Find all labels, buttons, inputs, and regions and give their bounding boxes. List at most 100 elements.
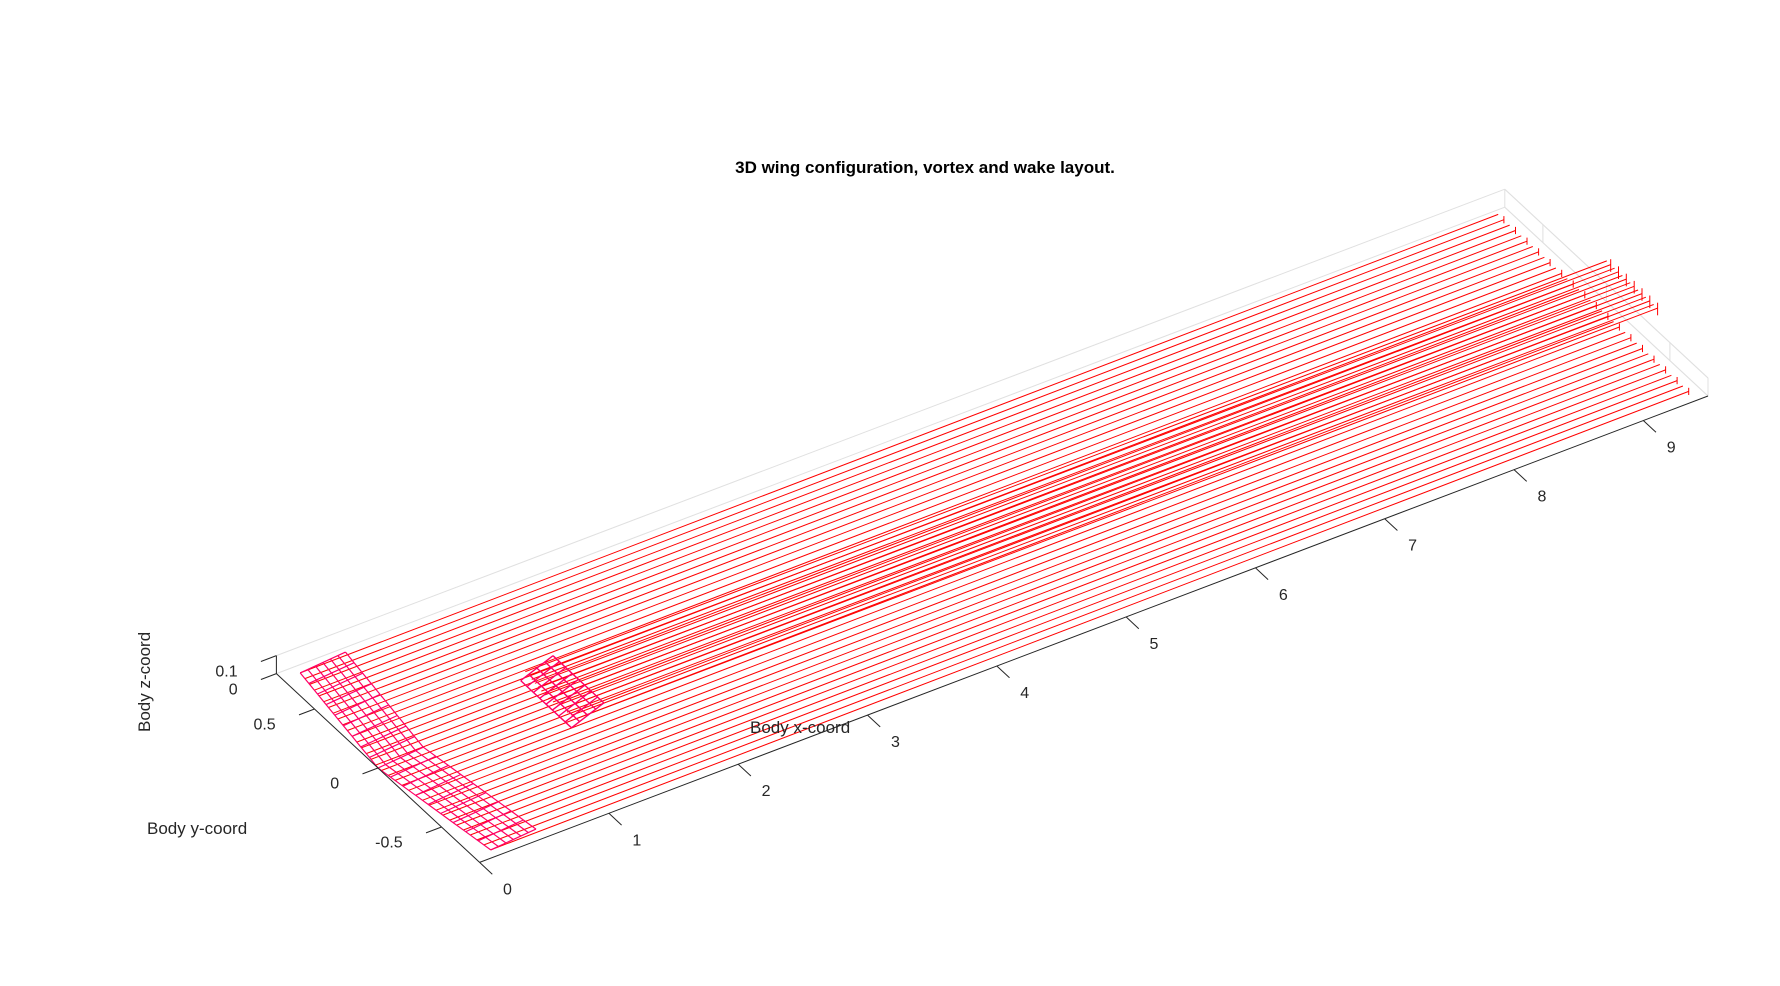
z-tick-label: 0.1 <box>215 663 237 680</box>
wake-line <box>304 219 1505 680</box>
wing-span-line <box>342 725 353 737</box>
wing-span-line <box>427 759 442 770</box>
wake-line <box>541 278 1627 692</box>
wing-span-line <box>510 810 524 821</box>
wing-span-line <box>490 804 504 815</box>
tail-panel-line <box>520 655 554 682</box>
tail-panel-line <box>528 673 581 723</box>
wake-line <box>442 353 1649 816</box>
wing-span-line <box>392 760 406 771</box>
y-tick <box>362 767 379 775</box>
wake-line <box>525 260 1607 673</box>
wing-span-line <box>400 757 414 768</box>
wing-span-line <box>452 777 467 788</box>
wing-span-line <box>359 732 369 744</box>
wing-span-line <box>482 808 497 819</box>
wing-span-line <box>450 793 464 804</box>
wing-span-line <box>402 785 416 796</box>
wing-span-line <box>315 679 326 691</box>
wake-line <box>435 348 1643 811</box>
wing-span-line <box>349 707 359 720</box>
wing-span-line <box>422 791 436 802</box>
wing-span-line <box>415 794 429 805</box>
wing-span-line <box>435 800 449 811</box>
wing-span-line <box>338 669 349 681</box>
wing-span-line <box>435 755 449 766</box>
x-tick <box>1513 469 1528 482</box>
z-tick-label: 0 <box>229 681 238 698</box>
wing-span-line <box>425 775 439 786</box>
wing-span-line <box>365 714 376 727</box>
wing-span-line <box>329 658 340 670</box>
wing-span-line <box>470 799 484 810</box>
grid-line <box>276 206 1505 675</box>
wing-span-line <box>415 750 429 761</box>
wake-line <box>456 364 1660 826</box>
x-tick <box>1255 567 1269 580</box>
wing-span-line <box>414 736 424 748</box>
wing-span-line <box>389 718 399 730</box>
x-axis-line <box>479 395 1709 863</box>
wing-span-line <box>440 768 454 779</box>
wake-line <box>314 230 1516 691</box>
x-tick <box>1642 420 1657 433</box>
wing-span-line <box>445 780 459 791</box>
wing-span-line <box>324 690 335 702</box>
wing-span-line <box>340 697 351 709</box>
grid-line <box>1504 188 1709 379</box>
wing-span-line <box>347 679 357 692</box>
wing-span-line <box>420 762 434 773</box>
wake-lines <box>300 213 1690 851</box>
wing-span-line <box>396 715 407 727</box>
wing-span-line <box>331 672 341 684</box>
wing-span-line <box>467 815 482 826</box>
wake-line <box>309 224 1510 685</box>
wing-span-line <box>379 694 390 706</box>
wake-line <box>571 304 1654 716</box>
wake-line <box>552 289 1639 703</box>
x-tick <box>1125 616 1140 630</box>
wing-span-line <box>381 722 392 734</box>
wing-span-line <box>475 811 489 822</box>
wake-line <box>528 264 1611 676</box>
wing-span-line <box>407 753 422 764</box>
wing-span-line <box>477 795 492 806</box>
wing-span-line <box>465 786 479 797</box>
x-tick-label: 8 <box>1537 489 1546 506</box>
wing-span-line <box>498 801 512 812</box>
wing-span-line <box>354 676 365 688</box>
x-tick-label: 2 <box>762 783 771 800</box>
tail-panel-line <box>536 667 589 716</box>
wing-span-line <box>462 802 477 813</box>
wing-span-line <box>432 771 447 782</box>
wake-line <box>366 289 1580 755</box>
wing-span-line <box>325 704 336 716</box>
wing-span-line <box>442 797 457 808</box>
wake-line <box>566 300 1650 713</box>
wing-span-line <box>417 778 432 789</box>
wing-span-line <box>382 736 393 748</box>
axes-box-grid <box>275 188 1709 675</box>
wake-line <box>333 251 1539 714</box>
wing-span-line <box>374 725 384 737</box>
wake-line <box>361 283 1574 749</box>
z-tick <box>260 673 277 680</box>
x-tick-label: 9 <box>1667 440 1676 457</box>
wing-span-line <box>351 735 362 748</box>
wing-span-line <box>523 819 537 830</box>
wing-chord-line <box>490 828 537 851</box>
wake-line <box>449 358 1655 821</box>
wing-span-line <box>380 708 391 720</box>
x-tick-label: 1 <box>632 832 641 849</box>
wake-line <box>562 296 1647 710</box>
wing-span-line <box>422 746 437 757</box>
x-tick <box>996 665 1010 679</box>
x-tick <box>737 763 752 777</box>
wing-span-line <box>345 651 355 664</box>
x-tick <box>608 812 622 826</box>
chart-title: 3D wing configuration, vortex and wake l… <box>735 158 1115 177</box>
wing-span-line <box>334 714 344 727</box>
wing-span-line <box>363 686 373 699</box>
